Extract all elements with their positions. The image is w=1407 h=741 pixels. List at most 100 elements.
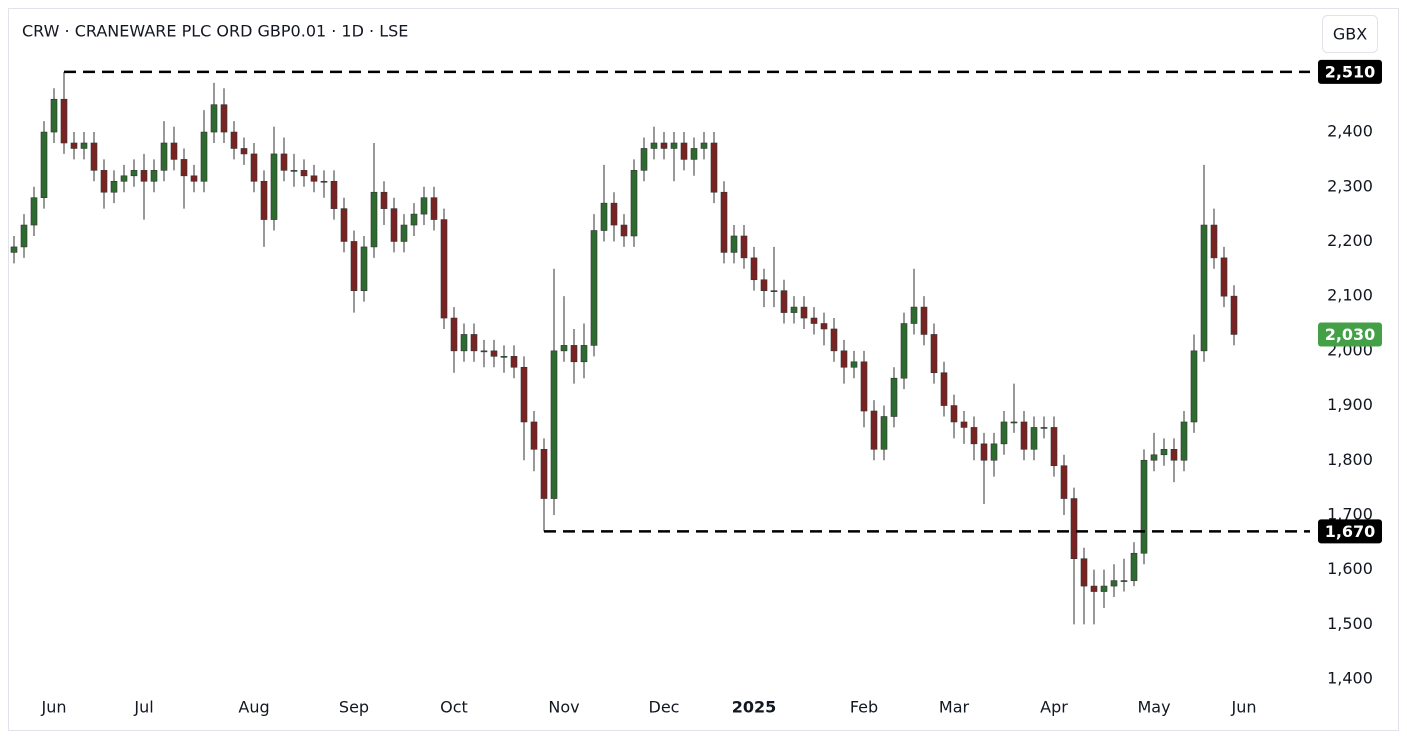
candle-body <box>130 170 138 177</box>
candle-body <box>440 219 448 319</box>
candle-body <box>350 241 358 291</box>
candle-body <box>430 197 438 220</box>
candle-body <box>370 191 378 248</box>
candle-body <box>920 306 928 335</box>
candle-body <box>450 317 458 352</box>
currency-button[interactable] <box>1322 15 1378 53</box>
candle-body <box>70 142 78 149</box>
candle-body <box>780 290 788 313</box>
candle-body <box>900 323 908 379</box>
candle-body <box>830 328 838 352</box>
candle-body <box>380 191 388 209</box>
y-tick-label: 1,600 <box>1327 559 1373 578</box>
y-tick-label: 2,100 <box>1327 286 1373 305</box>
candle-body <box>730 235 738 253</box>
candle-body <box>870 410 878 450</box>
x-tick-label: Apr <box>1040 698 1068 717</box>
candle-body <box>1210 224 1218 259</box>
candle-body <box>680 142 688 160</box>
candle-body <box>1000 421 1008 445</box>
candle-body <box>600 202 608 231</box>
candle-body <box>1060 465 1068 499</box>
candle-body <box>590 230 598 346</box>
candle-body <box>820 323 828 330</box>
y-tick-label: 1,500 <box>1327 614 1373 633</box>
candle-body <box>150 170 158 182</box>
candle-body <box>860 361 868 412</box>
candle-body <box>140 170 148 182</box>
candle-body <box>1050 427 1058 467</box>
candle-body <box>290 170 298 172</box>
candle-body <box>400 224 408 242</box>
y-tick-label: 1,900 <box>1327 395 1373 414</box>
x-tick-label: Aug <box>238 698 269 717</box>
candle-body <box>230 131 238 149</box>
candle-body <box>660 142 668 149</box>
candle-body <box>520 366 528 423</box>
candle-body <box>90 142 98 171</box>
candle-body <box>890 377 898 417</box>
candle-body <box>20 224 28 248</box>
y-tick-label: 1,800 <box>1327 450 1373 469</box>
candle-body <box>720 191 728 253</box>
x-tick-label: Dec <box>649 698 680 717</box>
candle-body <box>1080 558 1088 587</box>
candle-body <box>80 142 88 149</box>
candle-body <box>470 334 478 352</box>
candle-body <box>270 153 278 220</box>
x-tick-label: May <box>1137 698 1170 717</box>
candle-body <box>460 334 468 352</box>
candle-body <box>620 224 628 237</box>
candle-body <box>540 449 548 499</box>
candle-body <box>850 361 858 368</box>
candle-body <box>1030 427 1038 450</box>
candle-body <box>390 208 398 242</box>
currency-label[interactable]: GBX <box>1333 25 1367 44</box>
candle-body <box>60 98 68 144</box>
candle-body <box>1220 257 1228 297</box>
candle-body <box>610 202 618 226</box>
candle-body <box>980 443 988 461</box>
candle-body <box>510 356 518 368</box>
candle-body <box>910 306 918 324</box>
candle-body <box>190 175 198 182</box>
candle-body <box>110 180 118 193</box>
candle-body <box>990 443 998 461</box>
candle-body <box>480 350 488 353</box>
candle-body <box>1130 552 1138 581</box>
x-tick-label: Jun <box>41 698 67 717</box>
candle-body <box>760 279 768 291</box>
candle-body <box>1180 421 1188 461</box>
candle-body <box>340 208 348 242</box>
candle-body <box>1160 449 1168 456</box>
candle-body <box>880 416 888 450</box>
candle-body <box>360 246 368 291</box>
y-tick-label: 2,200 <box>1327 231 1373 250</box>
candle-body <box>310 175 318 182</box>
candle-body <box>570 345 578 363</box>
candle-body <box>500 356 508 358</box>
candle-body <box>750 257 758 281</box>
candle-body <box>640 148 648 171</box>
candle-body <box>1020 421 1028 450</box>
candle-body <box>280 153 288 171</box>
level-label: 1,670 <box>1325 522 1376 541</box>
x-tick-label: Sep <box>339 698 369 717</box>
x-tick-label: Jul <box>133 698 153 717</box>
candle-body <box>580 345 588 363</box>
candle-body <box>170 142 178 160</box>
x-tick-label: Jun <box>1231 698 1257 717</box>
candle-body <box>630 170 638 237</box>
candle-body <box>1230 295 1238 335</box>
candle-body <box>490 350 498 357</box>
candle-body <box>320 180 328 183</box>
candle-body <box>260 180 268 220</box>
candle-body <box>1070 498 1078 560</box>
candle-body <box>420 197 428 215</box>
candle-body <box>410 213 418 226</box>
candle-body <box>330 180 338 209</box>
candle-body <box>790 306 798 313</box>
x-tick-label: Mar <box>939 698 970 717</box>
x-tick-label: Feb <box>850 698 878 717</box>
